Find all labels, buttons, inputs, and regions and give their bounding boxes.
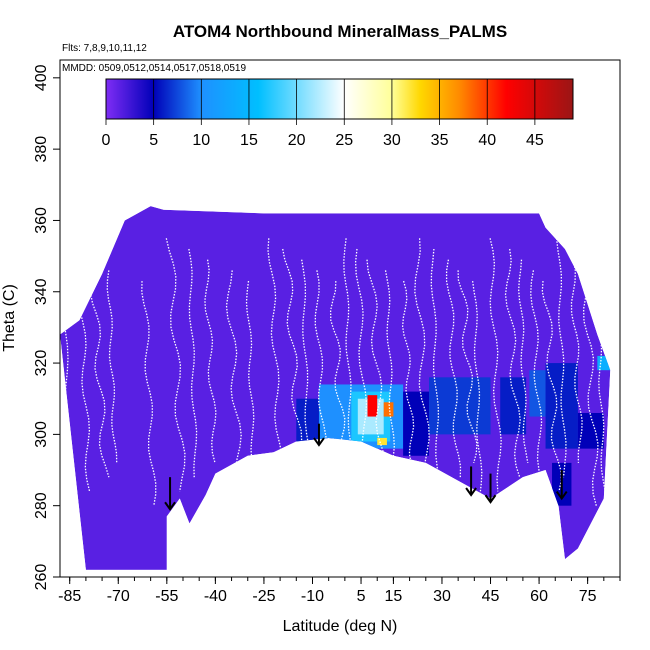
colorbar-label-8: 40 [478, 132, 496, 149]
arrow-3 [484, 473, 497, 504]
y-tick-label-3: 320 [33, 350, 50, 377]
colorbar-label-7: 35 [431, 132, 449, 149]
flight-track-11 [282, 248, 303, 464]
x-tick-label-2: -55 [155, 588, 178, 605]
heat-cell-10 [529, 370, 546, 417]
flight-track-27 [518, 259, 529, 464]
flight-track-22 [445, 259, 462, 478]
x-tick-label-0: -85 [58, 588, 81, 605]
colorbar-gradient [105, 78, 574, 120]
x-tick-label-3: -40 [204, 588, 227, 605]
x-tick-label-1: -70 [107, 588, 130, 605]
x-tick-label-4: -25 [252, 588, 275, 605]
y-tick-label-0: 260 [33, 564, 50, 591]
flight-track-25 [489, 238, 502, 492]
heat-cell-4 [367, 395, 378, 417]
y-tick-label-6: 380 [33, 136, 50, 163]
flight-track-8 [225, 270, 245, 506]
x-tick-label-6: 5 [357, 588, 366, 605]
x-tick-label-5: -10 [301, 588, 324, 605]
heat-cell-8 [429, 377, 491, 435]
heat-cell-6 [377, 437, 387, 446]
colorbar-label-1: 5 [149, 132, 158, 149]
flight-track-30 [555, 238, 567, 478]
dates-label: MMDD: 0509,0512,0514,0517,0518,0519 [62, 63, 246, 74]
x-tick-label-11: 75 [579, 588, 597, 605]
arrow-2 [465, 466, 477, 497]
plot-frame [59, 59, 621, 578]
flight-track-23 [457, 270, 478, 464]
arrow-0 [164, 477, 176, 511]
flight-track-5 [165, 238, 186, 492]
y-tick-label-1: 280 [33, 492, 50, 519]
flight-track-17 [366, 259, 387, 492]
flight-track-6 [188, 248, 198, 478]
plot-area [60, 206, 611, 570]
flight-track-3 [106, 270, 118, 463]
flight-tracks [62, 238, 606, 506]
colorbar-label-5: 25 [335, 132, 353, 149]
y-tick-label-5: 360 [33, 207, 50, 234]
flight-track-12 [301, 259, 311, 506]
axes: -85 -70 -55 -40 -25 -10 5 15 30 45 60 7526028030032… [33, 64, 621, 605]
flight-track-19 [401, 280, 415, 464]
y-tick-label-4: 340 [33, 278, 50, 305]
colorbar-label-0: 0 [102, 132, 111, 149]
flight-track-4 [141, 281, 157, 506]
colorbar-label-2: 10 [192, 132, 210, 149]
colorbar-label-4: 20 [288, 132, 306, 149]
colorbar-label-3: 15 [240, 132, 258, 149]
chart-title: ATOM4 Northbound MineralMass_PALMS [173, 22, 507, 41]
flight-track-29 [541, 281, 562, 492]
profile-arrows [164, 423, 568, 511]
colorbar-label-9: 45 [526, 132, 544, 149]
heat-cell-13 [577, 412, 604, 449]
arrow-1 [313, 423, 325, 447]
heat-cell-5 [383, 402, 394, 417]
heat-cell-7 [403, 391, 430, 456]
y-tick-label-7: 400 [33, 64, 50, 91]
arrow-4 [555, 470, 568, 501]
flight-track-9 [245, 281, 257, 492]
y-tick-label-2: 300 [33, 421, 50, 448]
x-axis-title: Latitude (deg N) [283, 618, 398, 635]
flight-track-20 [414, 238, 431, 506]
colorbar-label-6: 30 [383, 132, 401, 149]
flight-track-28 [530, 270, 546, 506]
x-tick-label-10: 60 [530, 588, 548, 605]
flight-track-10 [267, 238, 283, 478]
flight-track-7 [204, 259, 217, 464]
flight-track-1 [77, 248, 91, 492]
y-axis-title: Theta (C) [1, 284, 18, 352]
flights-label: Flts: 7,8,9,10,11,12 [62, 43, 147, 54]
x-tick-label-7: 15 [385, 588, 403, 605]
heat-cell-9 [500, 377, 527, 435]
x-tick-label-9: 45 [482, 588, 500, 605]
x-tick-label-8: 30 [433, 588, 451, 605]
colorbar: 0 5 10 15 20 25 30 35 40 45 [102, 78, 574, 149]
flight-track-31 [569, 248, 583, 463]
